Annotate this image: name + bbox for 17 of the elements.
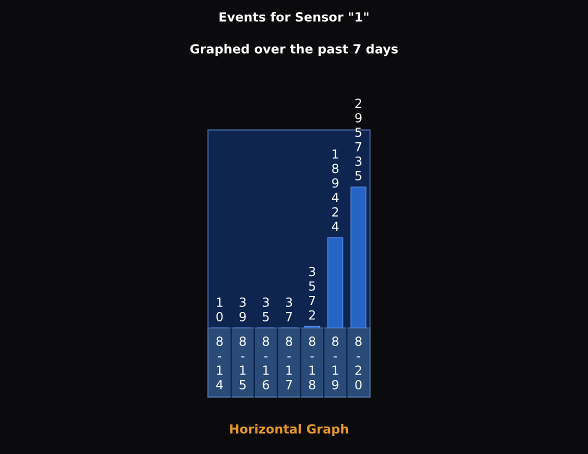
x-tick-label: 8-19	[332, 336, 338, 390]
data-label: 3 5	[262, 297, 269, 322]
x-tick-label: 8-18	[309, 336, 316, 390]
text: Horizontal Graph	[230, 424, 348, 436]
x-tick-label: 8-16	[262, 336, 270, 390]
x-tick-label: 8-15	[240, 336, 246, 390]
chart-title: Events for Sensor "1"	[220, 12, 368, 22]
data-label: 1 8 9 4 2 4	[332, 149, 339, 231]
x-tick-label: 8-20	[355, 336, 362, 390]
data-label: 2 9 5 7 3 5	[355, 98, 362, 180]
x-tick-label: 8-14	[216, 336, 223, 390]
chart-subtitle: Graphed over the past 7 days	[190, 44, 398, 56]
data-label: 1 0	[216, 298, 223, 322]
data-label: 3 7	[286, 297, 292, 322]
data-label: 3 5 7 2	[309, 266, 316, 320]
data-label: 3 9	[240, 297, 246, 322]
x-tick-label: 8-17	[286, 336, 292, 390]
